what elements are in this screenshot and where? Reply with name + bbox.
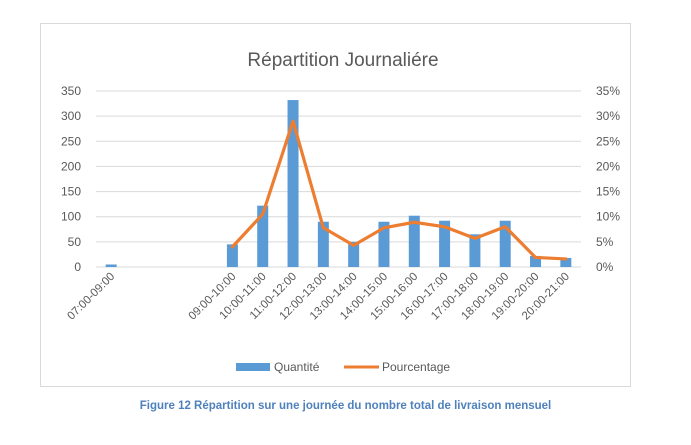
y-left-tick-label: 50 (68, 235, 82, 249)
bar-11 (439, 220, 451, 267)
y-right-tick-label: 10% (596, 210, 620, 224)
y-left-tick-label: 150 (61, 185, 81, 199)
y-left-tick-label: 0 (74, 260, 81, 274)
y-left-tick-label: 200 (61, 159, 81, 173)
chart-frame: Répartition Journaliére 0 50 100 150 200 250 3… (40, 23, 631, 387)
y-right-tick-label: 30% (596, 109, 620, 123)
y-right-tick-label: 35% (596, 84, 620, 98)
line-series-pourcentage (230, 119, 568, 261)
legend: Quantité Pourcentage (236, 360, 450, 374)
chart-title: Répartition Journaliére (247, 50, 438, 71)
chart-svg: Répartition Journaliére 0 50 100 150 200 250 3… (61, 50, 620, 374)
y-right-tick-labels: 0% 5% 10% 15% 20% 25% 30% 35% (596, 84, 620, 274)
bar-5 (257, 205, 269, 267)
legend-swatch-quantite (236, 363, 270, 371)
y-right-tick-label: 25% (596, 134, 620, 148)
y-right-tick-label: 20% (596, 159, 620, 173)
y-right-tick-label: 0% (596, 260, 614, 274)
y-left-tick-label: 250 (61, 134, 81, 148)
bar-13 (499, 220, 511, 267)
bar-10 (408, 215, 420, 267)
y-left-tick-labels: 0 50 100 150 200 250 300 350 (61, 84, 81, 274)
bar-7 (317, 221, 329, 267)
bar-12 (469, 234, 481, 267)
bar-series-quantite (105, 100, 572, 268)
legend-label-quantite: Quantité (274, 360, 320, 374)
bar-4 (226, 244, 238, 267)
y-left-tick-label: 100 (61, 210, 81, 224)
figure-caption: Figure 12 Répartition sur une journée du… (139, 400, 552, 412)
y-right-tick-label: 15% (596, 185, 620, 199)
legend-label-pourcentage: Pourcentage (382, 360, 450, 374)
x-tick-labels: 07:00-09:00 09:00-10:0010:00-11:0011:00-1… (65, 271, 572, 323)
line-pourcentage (230, 119, 568, 261)
bar-6 (287, 100, 299, 268)
y-right-tick-label: 5% (596, 235, 614, 249)
gridlines (96, 90, 581, 268)
bar-0 (105, 264, 117, 267)
bar-9 (378, 221, 390, 267)
y-left-tick-label: 300 (61, 109, 81, 123)
y-left-tick-label: 350 (61, 84, 81, 98)
bar-14 (530, 255, 542, 267)
bar-15 (560, 257, 572, 267)
x-tick-label: 07:00-09:00 (65, 271, 117, 323)
bar-8 (348, 241, 360, 267)
